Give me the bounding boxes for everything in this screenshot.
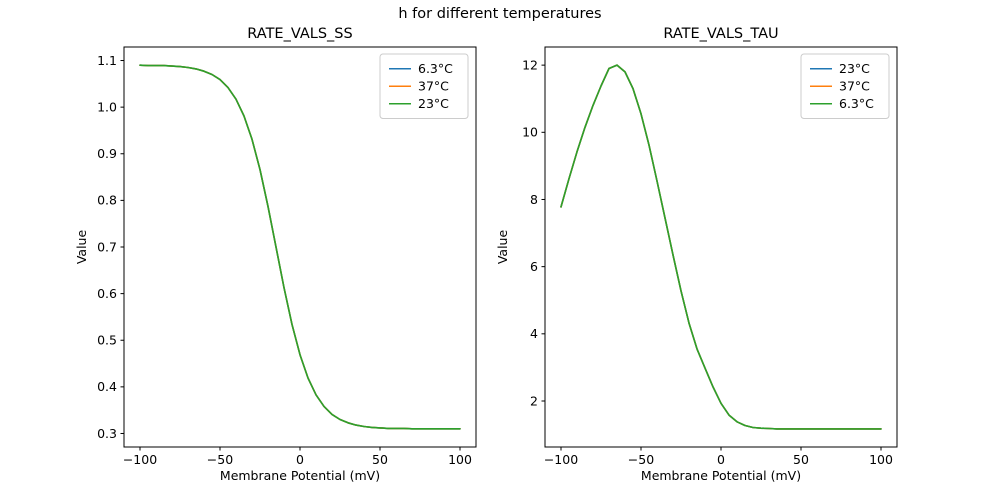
y-tick-label: 0.9 bbox=[97, 146, 117, 161]
y-tick-label: 4 bbox=[530, 326, 538, 341]
series-lines bbox=[139, 64, 461, 430]
y-tick-label: 0.5 bbox=[97, 333, 117, 348]
y-axis-label: Value bbox=[495, 230, 510, 265]
series-line-2 bbox=[560, 64, 882, 430]
x-tick-label: 0 bbox=[717, 452, 725, 467]
y-tick-label: 6 bbox=[530, 259, 538, 274]
y-tick-label: 12 bbox=[522, 57, 538, 72]
y-tick-label: 0.3 bbox=[97, 426, 117, 441]
series-lines bbox=[560, 64, 882, 430]
legend-label: 6.3°C bbox=[418, 61, 453, 76]
x-axis-label: Membrane Potential (mV) bbox=[220, 468, 380, 483]
series-line-2 bbox=[139, 64, 461, 430]
figure-title: h for different temperatures bbox=[398, 6, 602, 22]
axes-title: RATE_VALS_TAU bbox=[663, 26, 778, 42]
x-tick-label: −100 bbox=[544, 452, 578, 467]
subplot-rate_vals_tau: −100 −50 0 50 100 Membrane Potential (mV) 2 4 6 8… bbox=[495, 26, 898, 483]
y-tick-label: 1.1 bbox=[97, 53, 117, 68]
x-tick-label: −100 bbox=[123, 452, 157, 467]
y-tick-label: 0.8 bbox=[97, 193, 117, 208]
y-tick-label: 10 bbox=[522, 125, 538, 140]
legend: 23°C 37°C 6.3°C bbox=[800, 53, 890, 119]
x-tick-label: 0 bbox=[296, 452, 304, 467]
x-tick-label: 50 bbox=[793, 452, 809, 467]
x-tick-label: 100 bbox=[869, 452, 893, 467]
x-tick-label: 100 bbox=[448, 452, 472, 467]
y-axis-label: Value bbox=[74, 230, 89, 265]
y-tick-label: 0.7 bbox=[97, 239, 117, 254]
y-tick-label: 2 bbox=[530, 393, 538, 408]
x-axis: −100 −50 0 50 100 Membrane Potential (mV) bbox=[123, 447, 472, 483]
legend-label: 37°C bbox=[839, 79, 870, 94]
legend-label: 23°C bbox=[418, 96, 449, 111]
axes-title: RATE_VALS_SS bbox=[247, 26, 352, 42]
y-tick-label: 8 bbox=[530, 192, 538, 207]
x-tick-label: −50 bbox=[207, 452, 233, 467]
y-tick-label: 0.6 bbox=[97, 286, 117, 301]
y-axis: 2 4 6 8 10 12 Value bbox=[495, 57, 545, 408]
legend-label: 6.3°C bbox=[839, 96, 874, 111]
x-axis-label: Membrane Potential (mV) bbox=[641, 468, 801, 483]
x-axis: −100 −50 0 50 100 Membrane Potential (mV) bbox=[544, 447, 893, 483]
legend-label: 37°C bbox=[418, 79, 449, 94]
y-tick-label: 1.0 bbox=[97, 99, 117, 114]
legend-box bbox=[800, 53, 890, 119]
y-axis: 0.3 0.4 0.5 0.6 0.7 0.8 0.9 1.0 1.1 Value bbox=[74, 53, 124, 441]
legend-label: 23°C bbox=[839, 61, 870, 76]
legend-box bbox=[379, 53, 469, 119]
y-tick-label: 0.4 bbox=[97, 379, 117, 394]
x-tick-label: −50 bbox=[628, 452, 654, 467]
x-tick-label: 50 bbox=[372, 452, 388, 467]
legend: 6.3°C 37°C 23°C bbox=[379, 53, 469, 119]
